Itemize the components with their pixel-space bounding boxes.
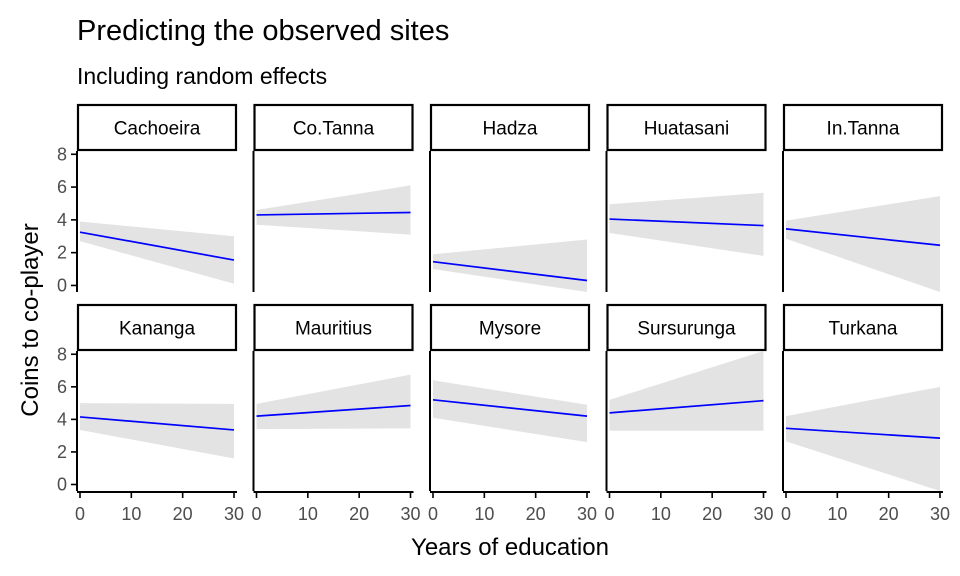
fitted-line xyxy=(432,260,588,282)
fitted-line xyxy=(79,231,235,261)
chart-title: Predicting the observed sites xyxy=(77,15,449,47)
x-tick-label: 0 xyxy=(75,504,85,524)
fitted-line xyxy=(785,427,941,439)
facet-label: Kananga xyxy=(119,319,196,340)
chart-subtitle: Including random effects xyxy=(77,63,327,89)
y-tick-label: 4 xyxy=(57,210,67,230)
x-tick-label: 30 xyxy=(400,504,420,524)
y-axis-label: Coins to co-player xyxy=(17,223,44,416)
confidence-ribbon xyxy=(609,192,764,256)
x-tick-label: 0 xyxy=(428,504,438,524)
x-tick-label: 10 xyxy=(827,504,847,524)
panel-sursurunga: Sursurunga 0 10 20 30 xyxy=(604,303,774,524)
panel-turkana: Turkana 0 10 20 30 xyxy=(781,303,950,524)
facet-strip xyxy=(606,303,767,352)
panel-mauritius: Mauritius 0 10 20 30 xyxy=(251,303,421,524)
x-tick-label: 20 xyxy=(173,504,193,524)
facet-strip xyxy=(782,303,944,352)
panel-in-tanna: In.Tanna xyxy=(782,103,944,292)
x-tick-label: 20 xyxy=(349,504,369,524)
confidence-ribbon xyxy=(433,239,587,292)
confidence-ribbon xyxy=(256,185,411,235)
facet-strip xyxy=(606,103,767,152)
x-tick-label: 20 xyxy=(702,504,722,524)
fitted-line xyxy=(79,416,235,431)
facet-label: Mysore xyxy=(479,319,541,340)
x-tick-label: 30 xyxy=(224,504,244,524)
facet-label: Mauritius xyxy=(295,319,372,340)
facet-strip xyxy=(429,103,591,152)
facet-label: Turkana xyxy=(829,319,898,340)
fitted-line xyxy=(256,211,411,216)
x-tick-label: 20 xyxy=(879,504,899,524)
facet-label: Sursurunga xyxy=(637,319,736,340)
x-tick-label: 30 xyxy=(930,504,950,524)
y-tick-label: 8 xyxy=(57,144,67,164)
x-tick-label: 30 xyxy=(577,504,597,524)
fitted-line xyxy=(785,228,941,247)
y-tick-label: 4 xyxy=(57,409,67,429)
facet-strip xyxy=(253,303,414,352)
confidence-ribbon xyxy=(80,221,234,284)
facet-strip xyxy=(76,103,238,152)
y-tick-label: 8 xyxy=(57,344,67,364)
facet-label: Huatasani xyxy=(644,119,730,140)
x-axis-label: Years of education xyxy=(411,534,609,561)
x-tick-label: 0 xyxy=(781,504,791,524)
confidence-ribbon xyxy=(786,386,940,491)
fitted-line xyxy=(609,218,764,227)
facet-label: In.Tanna xyxy=(827,119,900,140)
y-tick-label: 6 xyxy=(57,377,67,397)
fitted-line xyxy=(609,399,764,414)
panel-huatasani: Huatasani xyxy=(605,103,767,292)
x-tick-label: 10 xyxy=(121,504,141,524)
fitted-line xyxy=(256,404,411,417)
facet-strip xyxy=(782,103,944,152)
x-tick-label: 30 xyxy=(753,504,773,524)
x-tick-label: 10 xyxy=(298,504,318,524)
facet-label: Cachoeira xyxy=(114,119,201,140)
y-tick-label: 2 xyxy=(57,243,67,263)
y-tick-label: 0 xyxy=(57,474,67,494)
y-tick-label: 2 xyxy=(57,442,67,462)
x-tick-label: 10 xyxy=(651,504,671,524)
confidence-ribbon xyxy=(609,351,764,431)
panel-mysore: Mysore 0 10 20 30 xyxy=(428,303,597,524)
confidence-ribbon xyxy=(256,374,411,430)
panel-hadza: Hadza xyxy=(429,103,591,292)
x-tick-label: 20 xyxy=(526,504,546,524)
confidence-ribbon xyxy=(433,380,587,443)
confidence-ribbon xyxy=(80,403,234,459)
x-tick-label: 0 xyxy=(604,504,614,524)
panel-cachoeira: Cachoeira 0 2 4 6 8 xyxy=(57,103,238,295)
facet-label: Hadza xyxy=(483,119,538,140)
facet-label: Co.Tanna xyxy=(293,119,375,140)
panel-kananga: Kananga 0 10 20 30 0 2 4 6 8 xyxy=(57,303,244,524)
x-tick-label: 10 xyxy=(474,504,494,524)
facet-strip xyxy=(429,303,591,352)
y-tick-label: 6 xyxy=(57,177,67,197)
facet-strip xyxy=(76,303,238,352)
x-tick-label: 0 xyxy=(251,504,261,524)
panel-co-tanna: Co.Tanna xyxy=(252,103,414,292)
facet-panels: Cachoeira 0 2 4 6 8 Co.Tanna Hadza Huatasani In.T… xyxy=(57,103,950,524)
confidence-ribbon xyxy=(786,196,940,292)
facet-strip xyxy=(253,103,414,152)
y-tick-label: 0 xyxy=(57,275,67,295)
fitted-line xyxy=(432,398,588,417)
